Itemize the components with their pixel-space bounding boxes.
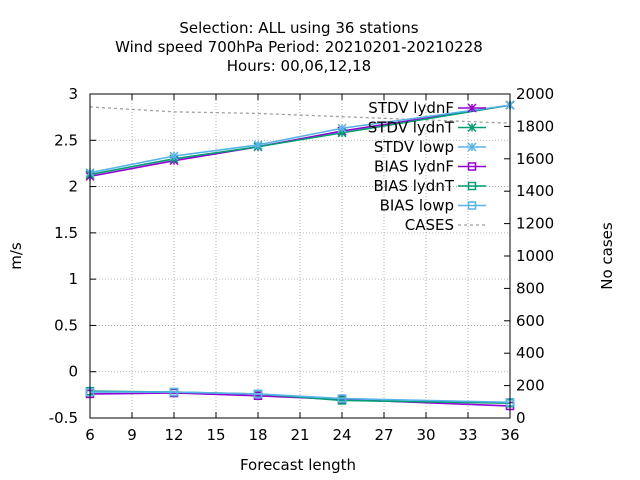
x-tick-label: 33 [458, 426, 477, 444]
plot-frame [89, 93, 511, 419]
x-tick-label: 36 [500, 426, 519, 444]
y-tick-label: 0 [68, 363, 78, 381]
legend-label: STDV lydnF [368, 99, 454, 117]
title-line-1: Selection: ALL using 36 stations [179, 19, 418, 37]
data-point [253, 389, 263, 399]
y-tick-label: 1 [68, 270, 78, 288]
legend-label: BIAS lydnT [373, 177, 454, 195]
series-stdv-lowp [85, 100, 515, 178]
y-tick-label: 2 [68, 178, 78, 196]
x-tick-label: 30 [416, 426, 435, 444]
legend-marker [467, 162, 477, 171]
x-tick-label: 24 [332, 426, 351, 444]
legend-label: BIAS lowp [380, 197, 454, 215]
x-tick-label: 21 [290, 426, 309, 444]
y2-tick-label: 800 [516, 279, 545, 297]
y2-axis-ticks: 0 200 400 600 800 1000 1200 1400 1600 1800 2000 [504, 85, 554, 427]
y2-tick-label: 1200 [516, 215, 554, 233]
series-line [89, 106, 511, 124]
legend-entry: STDV lydnF [368, 99, 486, 117]
legend-marker [467, 201, 477, 210]
y2-tick-label: 1400 [516, 182, 554, 200]
legend-marker [467, 181, 477, 191]
data-point [253, 140, 263, 150]
y2-tick-label: 1800 [516, 117, 554, 135]
y2-tick-label: 1600 [516, 150, 554, 168]
x-axis-ticks: 6 9 12 15 18 21 24 27 30 33 36 [85, 94, 520, 444]
x-tick-label: 15 [206, 426, 225, 444]
legend-label: STDV lowp [374, 138, 454, 156]
series-cases [89, 106, 511, 124]
x-tick-label: 18 [248, 426, 267, 444]
series-layer [85, 100, 515, 411]
y2-tick-label: 2000 [516, 85, 554, 103]
y-tick-label: 0.5 [54, 316, 78, 334]
legend-entry: CASES [405, 216, 486, 234]
y-tick-label: 3 [68, 85, 78, 103]
y-axis-label: m/s [7, 242, 25, 270]
x-tick-label: 27 [374, 426, 393, 444]
legend-marker [467, 142, 477, 152]
legend-label: STDV lydnT [368, 119, 455, 137]
title-line-3: Hours: 00,06,12,18 [227, 57, 371, 75]
title-line-2: Wind speed 700hPa Period: 20210201-20210… [115, 38, 483, 56]
legend-entry: BIAS lydnF [374, 158, 486, 176]
x-tick-label: 6 [85, 426, 95, 444]
legend-entry: BIAS lowp [380, 197, 486, 215]
x-tick-label: 9 [127, 426, 137, 444]
y2-tick-label: 600 [516, 312, 545, 330]
y-axis-ticks: -0.5 0 0.5 1 1.5 2 2.5 3 [49, 85, 96, 427]
legend-entry: STDV lowp [374, 138, 486, 156]
y2-tick-label: 200 [516, 377, 545, 395]
x-axis-label: Forecast length [240, 456, 356, 474]
data-point [337, 123, 347, 133]
legend-marker [467, 122, 477, 133]
data-point [337, 394, 347, 403]
y-tick-label: -0.5 [49, 409, 78, 427]
legend-label: BIAS lydnF [374, 158, 454, 176]
y-tick-label: 2.5 [54, 131, 78, 149]
y2-axis-label: No cases [598, 222, 616, 290]
data-point [169, 387, 179, 397]
series-line [90, 391, 511, 404]
y2-tick-label: 1000 [516, 247, 554, 265]
title: Selection: ALL using 36 stations Wind sp… [115, 19, 483, 75]
y2-tick-label: 0 [516, 409, 526, 427]
legend-entry: BIAS lydnT [373, 177, 486, 195]
y2-tick-label: 400 [516, 344, 545, 362]
data-point [169, 151, 179, 161]
x-tick-label: 12 [164, 426, 183, 444]
y-tick-label: 1.5 [54, 224, 78, 242]
legend-label: CASES [405, 216, 454, 234]
legend-marker [467, 103, 477, 113]
legend-entry: STDV lydnT [368, 119, 486, 137]
